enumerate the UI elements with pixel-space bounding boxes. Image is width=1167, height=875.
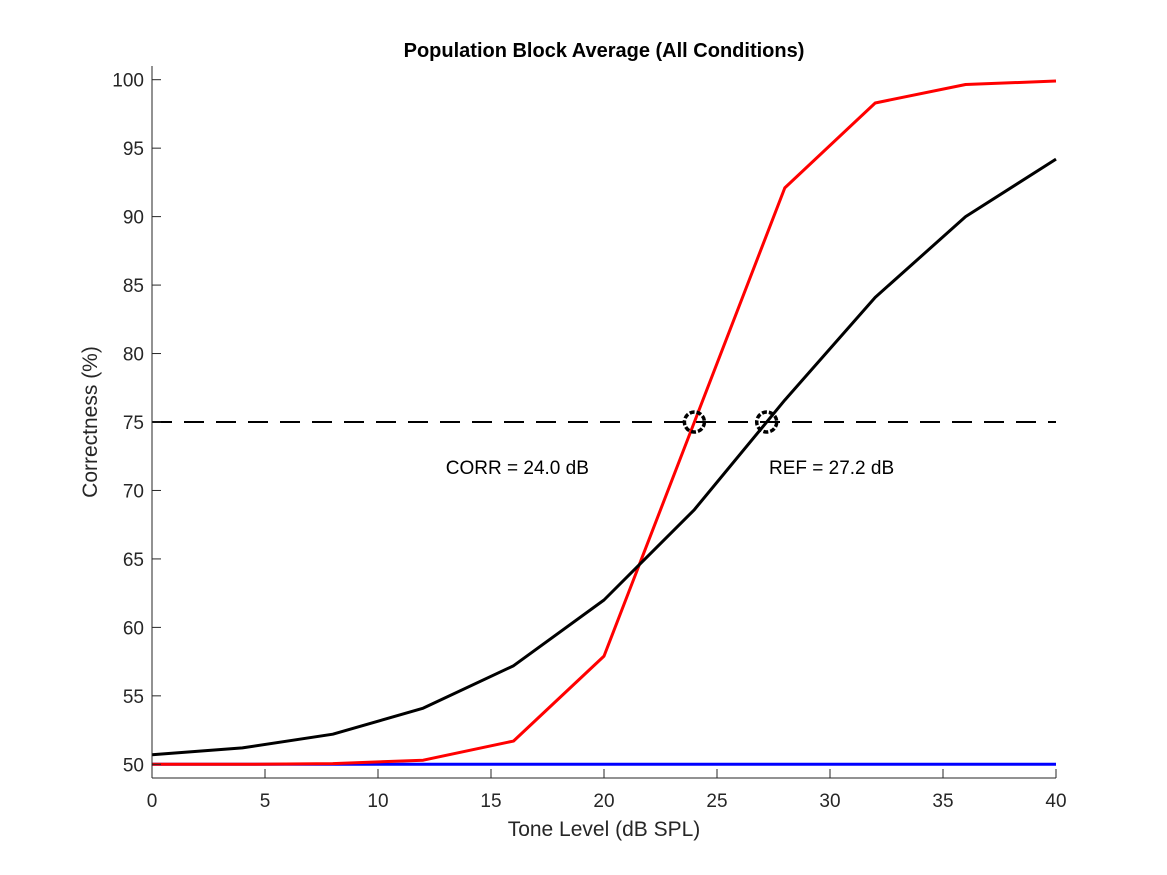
y-tick-label-1: 55 (123, 687, 144, 708)
y-tick-label-4: 70 (123, 481, 144, 502)
x-tick-label-8: 40 (1045, 791, 1066, 812)
x-tick-label-4: 20 (593, 791, 614, 812)
x-axis-label: Tone Level (dB SPL) (508, 818, 701, 841)
series-line-1 (151, 157, 1057, 757)
y-tick-label-7: 85 (123, 276, 144, 297)
annotation-1: REF = 27.2 dB (769, 458, 894, 479)
y-tick-label-10: 100 (112, 71, 144, 92)
y-tick-label-9: 95 (123, 139, 144, 160)
x-tick-label-6: 30 (819, 791, 840, 812)
x-tick-label-1: 5 (260, 791, 271, 812)
x-tick-label-2: 10 (367, 791, 388, 812)
y-tick-label-5: 75 (123, 413, 144, 434)
y-tick-label-0: 50 (123, 755, 144, 776)
threshold-marker-0 (682, 410, 707, 434)
axes: 0 5 10 15 20 25 30 35 40 50 55 60 65 70 75 80 85 90 95 100 (112, 66, 1067, 812)
y-tick-label-6: 80 (123, 345, 144, 366)
y-tick-label-8: 90 (123, 208, 144, 229)
x-tick-label-7: 35 (932, 791, 953, 812)
chart-title: Population Block Average (All Conditions… (404, 40, 805, 62)
x-tick-label-3: 15 (480, 791, 501, 812)
y-axis-label: Correctness (%) (79, 346, 102, 498)
annotations-layer: CORR = 24.0 dB REF = 27.2 dB (446, 458, 894, 479)
annotation-0: CORR = 24.0 dB (446, 458, 589, 479)
y-tick-label-2: 60 (123, 618, 144, 639)
y-tick-label-3: 65 (123, 550, 144, 571)
threshold-marker-1 (754, 410, 779, 434)
plot-content (151, 79, 1057, 766)
series-line-0 (152, 79, 1057, 766)
x-tick-label-5: 25 (706, 791, 727, 812)
x-tick-label-0: 0 (147, 791, 158, 812)
